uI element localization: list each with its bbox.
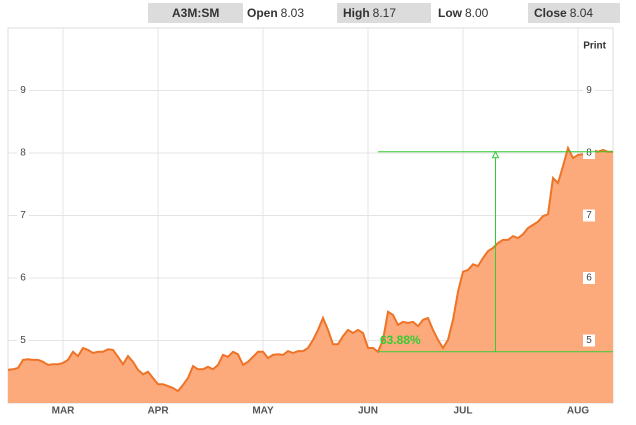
tick-label-bg xyxy=(583,209,595,222)
label: Low xyxy=(438,6,462,20)
symbol: A3M:SM xyxy=(148,3,243,23)
y-tick-label: 7 xyxy=(20,210,26,221)
y2-tick-label: 8 xyxy=(586,148,592,159)
tick-label-bg xyxy=(17,334,29,347)
label: High xyxy=(343,6,370,20)
x-tick-label: JUN xyxy=(358,406,378,417)
quote-high: High 8.17 xyxy=(337,3,431,23)
label: Open xyxy=(247,6,278,20)
value: 8.17 xyxy=(372,6,397,20)
tick-label-bg xyxy=(583,272,595,284)
annotation: 63.88% xyxy=(380,333,421,347)
print-button[interactable]: Print xyxy=(583,41,606,52)
label: Close xyxy=(534,6,567,20)
value: 8.03 xyxy=(280,6,305,20)
tick-label-bg xyxy=(17,84,29,97)
area-fill xyxy=(8,148,613,403)
x-tick-label: JUL xyxy=(454,406,473,417)
y2-tick-label: 5 xyxy=(586,335,592,346)
quote-open: Open 8.03 xyxy=(241,3,331,23)
tick-label-bg xyxy=(17,209,29,222)
y-tick-label: 9 xyxy=(20,85,26,96)
y2-tick-label: 7 xyxy=(586,210,592,221)
y-tick-label: 5 xyxy=(20,335,26,346)
value: 8.04 xyxy=(569,6,594,20)
tick-label-bg xyxy=(583,147,595,159)
x-tick-label: APR xyxy=(147,406,169,417)
tick-label-bg xyxy=(17,272,29,284)
tick-label-bg xyxy=(17,147,29,159)
y2-tick-label: 9 xyxy=(586,85,592,96)
tick-label-bg xyxy=(583,84,595,97)
value: 8.00 xyxy=(465,6,489,20)
quote-close: Close 8.04 xyxy=(528,3,620,23)
quote-bar: A3M:SM Open 8.03 High 8.17 Low 8.00 Close 8.… xyxy=(0,0,636,26)
measure-arrow xyxy=(491,150,500,159)
x-tick-label: AUG xyxy=(567,406,589,417)
tick-label-bg xyxy=(583,334,595,347)
y2-tick-label: 6 xyxy=(586,273,592,284)
x-tick-label: MAR xyxy=(52,406,76,417)
x-tick-label: MAY xyxy=(252,406,274,417)
y-tick-label: 8 xyxy=(20,148,26,159)
y-tick-label: 6 xyxy=(20,273,26,284)
quote-low: Low 8.00 xyxy=(432,3,522,23)
price-line xyxy=(7,145,613,393)
